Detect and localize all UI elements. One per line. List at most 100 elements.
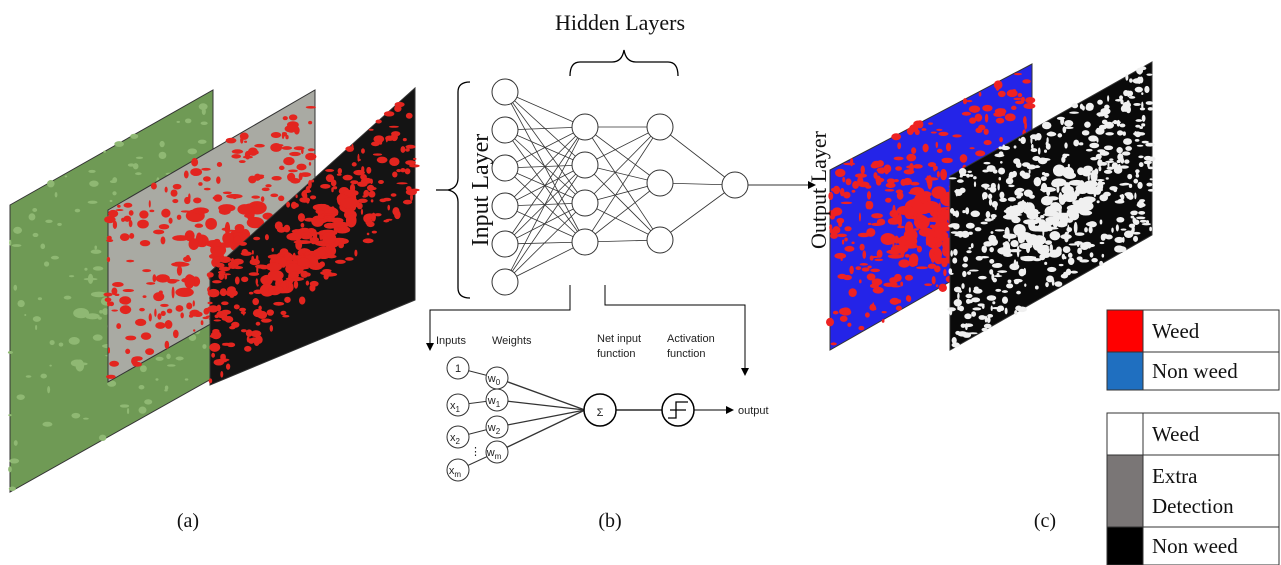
speck <box>984 129 989 135</box>
speck <box>983 162 990 165</box>
speck <box>1114 245 1124 252</box>
speck <box>1103 192 1111 197</box>
speck <box>937 149 943 153</box>
speck <box>1032 156 1040 161</box>
speck <box>935 166 938 170</box>
speck <box>1107 161 1109 168</box>
speck <box>255 175 265 179</box>
speck <box>135 319 146 326</box>
speck <box>309 162 311 166</box>
speck <box>206 240 222 247</box>
speck <box>994 154 1004 158</box>
speck <box>1082 130 1090 135</box>
speck <box>240 137 243 144</box>
speck <box>186 303 192 310</box>
speck <box>249 292 253 295</box>
speck <box>107 301 110 307</box>
speck <box>1002 297 1008 304</box>
speck <box>885 198 891 203</box>
speck <box>153 292 164 301</box>
speck <box>185 378 189 380</box>
speck <box>852 190 856 193</box>
speck <box>826 318 834 326</box>
speck <box>975 114 983 122</box>
speck <box>878 170 885 174</box>
speck <box>181 210 191 212</box>
legend-text: Weed <box>1152 319 1200 343</box>
speck <box>1014 215 1017 217</box>
speck <box>1053 207 1058 209</box>
legend-text: Non weed <box>1152 359 1238 383</box>
weight-sub: 0 <box>496 378 501 387</box>
speck <box>173 184 182 190</box>
hidden-layers-label: Hidden Layers <box>555 10 685 35</box>
speck <box>1048 132 1054 137</box>
speck <box>227 286 236 293</box>
speck <box>1140 66 1147 70</box>
speck <box>12 244 22 247</box>
speck <box>989 238 994 241</box>
speck <box>103 293 112 297</box>
speck <box>948 177 956 179</box>
speck <box>1069 112 1079 114</box>
speck <box>1119 95 1123 99</box>
speck <box>905 275 913 281</box>
speck <box>35 325 37 330</box>
speck <box>1136 171 1139 176</box>
connection <box>505 127 585 244</box>
neuron <box>722 172 748 198</box>
speck <box>940 169 947 180</box>
speck <box>286 280 288 289</box>
speck <box>1102 254 1105 258</box>
speck <box>270 194 278 198</box>
speck <box>1114 167 1123 174</box>
input-sub: m <box>454 470 461 479</box>
speck <box>106 375 116 379</box>
speck <box>24 314 26 316</box>
panel-label: (a) <box>177 510 199 532</box>
speck <box>1008 236 1010 242</box>
speck <box>974 286 979 291</box>
speck <box>282 146 293 150</box>
speck <box>282 315 289 318</box>
speck <box>932 242 936 246</box>
speck <box>159 141 164 147</box>
speck <box>843 163 855 166</box>
speck <box>989 269 993 275</box>
speck <box>139 385 145 389</box>
speck <box>305 153 316 161</box>
speck <box>1087 191 1095 194</box>
speck <box>239 160 246 163</box>
speck <box>91 250 102 254</box>
speck <box>1064 191 1068 199</box>
speck <box>860 244 865 251</box>
speck <box>222 316 230 321</box>
speck <box>216 176 221 183</box>
speck <box>376 119 382 123</box>
speck <box>1064 154 1069 156</box>
speck <box>1064 142 1067 148</box>
speck <box>13 285 17 291</box>
speck <box>275 221 283 230</box>
speck <box>950 250 952 257</box>
speck <box>373 153 382 155</box>
speck <box>139 407 147 414</box>
speck <box>1083 242 1087 245</box>
speck <box>1134 192 1136 199</box>
speck <box>1045 240 1052 245</box>
speck <box>931 131 937 133</box>
speck <box>988 194 992 200</box>
speck <box>379 140 382 144</box>
speck <box>1003 241 1010 252</box>
speck <box>254 339 260 343</box>
speck <box>1074 222 1078 234</box>
speck <box>969 105 980 112</box>
speck <box>413 158 416 160</box>
speck <box>992 301 995 304</box>
speck <box>1030 137 1032 144</box>
neuron <box>647 114 673 140</box>
speck <box>232 149 243 154</box>
speck <box>969 287 971 292</box>
speck <box>191 158 198 166</box>
speck <box>1097 200 1100 203</box>
